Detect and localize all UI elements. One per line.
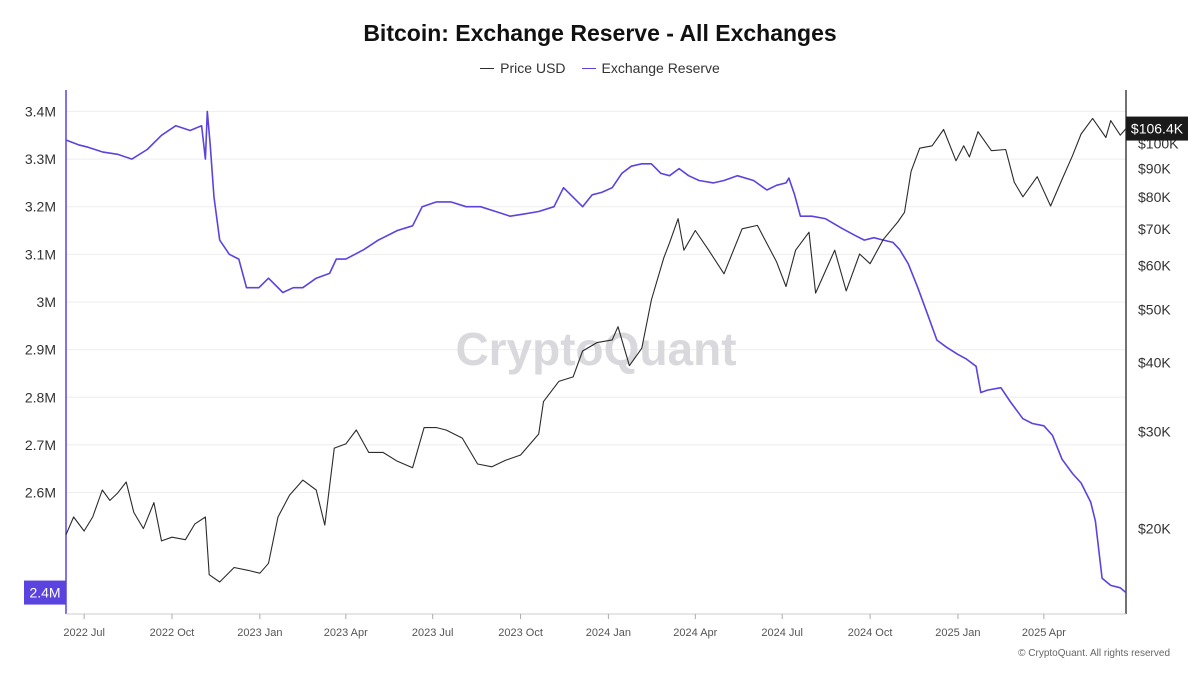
watermark-text: CryptoQuant — [455, 323, 736, 375]
y-right-tick-label-3: $50K — [1138, 301, 1171, 317]
y-left-tick-label-2: 3.2M — [25, 199, 56, 215]
legend-item-price[interactable]: Price USD — [480, 60, 566, 76]
y-left-tick-label-3: 3.1M — [25, 246, 56, 262]
y-right-tick-label-5: $70K — [1138, 221, 1171, 237]
y-right-tick-label-6: $80K — [1138, 189, 1171, 205]
y-right-tick-label-2: $40K — [1138, 355, 1171, 371]
y-left-tick-label-6: 2.8M — [25, 389, 56, 405]
x-tick-label-6: 2024 Jan — [586, 627, 631, 639]
y-left-tick-label-1: 3.3M — [25, 151, 56, 167]
price-current-badge — [1126, 116, 1188, 141]
x-tick-label-11: 2025 Apr — [1022, 627, 1066, 639]
x-tick-label-4: 2023 Jul — [412, 627, 454, 639]
y-left-tick-label-0: 3.4M — [25, 103, 56, 119]
x-tick-label-1: 2022 Oct — [150, 627, 195, 639]
chart-legend: Price USD Exchange Reserve — [0, 60, 1200, 76]
legend-swatch-price — [480, 67, 495, 69]
chart-title: Bitcoin: Exchange Reserve - All Exchange… — [363, 20, 837, 46]
series-line-price-usd — [65, 117, 1127, 583]
x-tick-label-7: 2024 Apr — [673, 627, 717, 639]
legend-label-reserve: Exchange Reserve — [601, 60, 720, 76]
series-line-exchange-reserve — [65, 110, 1127, 594]
x-tick-label-5: 2023 Oct — [498, 627, 543, 639]
y-left-tick-label-8: 2.6M — [25, 485, 56, 501]
y-left-tick-label-7: 2.7M — [25, 437, 56, 453]
y-right-tick-label-7: $90K — [1138, 161, 1171, 177]
copyright-text: © CryptoQuant. All rights reserved — [1018, 648, 1170, 659]
y-left-tick-label-5: 2.9M — [25, 342, 56, 358]
x-tick-label-3: 2023 Apr — [324, 627, 368, 639]
legend-label-price: Price USD — [500, 60, 566, 76]
legend-item-reserve[interactable]: Exchange Reserve — [581, 60, 720, 76]
y-right-tick-label-8: $100K — [1138, 135, 1179, 151]
x-tick-label-0: 2022 Jul — [63, 627, 105, 639]
x-tick-label-8: 2024 Jul — [761, 627, 803, 639]
reserve-current-badge — [24, 580, 66, 605]
reserve-current-badge-label: 2.4M — [29, 585, 60, 601]
y-right-tick-label-0: $20K — [1138, 521, 1171, 537]
x-tick-label-2: 2023 Jan — [237, 627, 282, 639]
legend-swatch-reserve — [581, 67, 596, 69]
x-tick-label-10: 2025 Jan — [935, 627, 980, 639]
x-tick-label-9: 2024 Oct — [848, 627, 893, 639]
y-right-tick-label-4: $60K — [1138, 258, 1171, 274]
y-right-tick-label-1: $30K — [1138, 424, 1171, 440]
y-left-tick-label-4: 3M — [37, 294, 56, 310]
price-current-badge-label: $106.4K — [1131, 121, 1184, 137]
